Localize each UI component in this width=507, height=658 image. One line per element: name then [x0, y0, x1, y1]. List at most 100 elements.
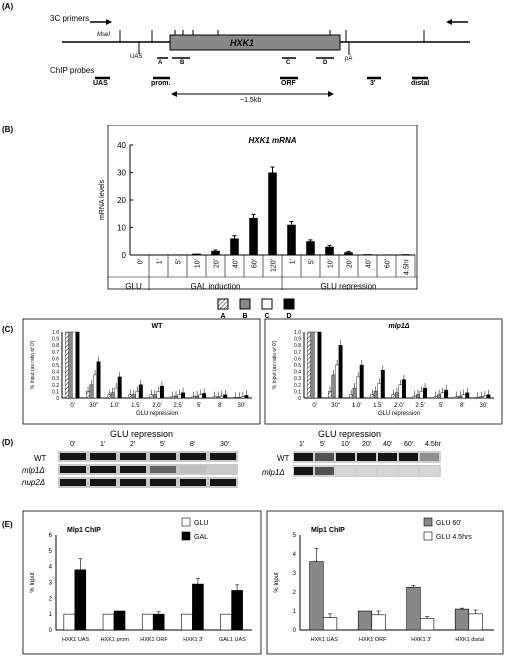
mrna-chart: HXK1 mRNA 0 10 20 30 40 mRNA levels 0' 1' 5' 10' 20…	[99, 125, 418, 290]
chart-e-xtick: HXK1 3'	[411, 637, 431, 643]
chart-c-bar	[359, 364, 364, 399]
gel-left-row	[58, 464, 238, 475]
chart-c-bar	[317, 331, 322, 399]
chart-e-xtick: HXK1 UAS	[311, 637, 339, 643]
chart-e-ylabel: % Input	[274, 572, 280, 593]
chart-b-group-glu: GLU	[125, 282, 142, 290]
chart-e-xtick: HXK1 ORF	[140, 637, 168, 643]
chart-b-group-gal: GAL induction	[191, 282, 241, 290]
gel-left-time: 0'	[70, 441, 76, 448]
chart-e-ytick: 0	[293, 628, 297, 634]
chart-e-bar	[141, 613, 154, 631]
chart-c-bar	[356, 376, 361, 399]
chart-e-ytick: 5	[293, 533, 297, 539]
chart-c-bar	[486, 394, 491, 399]
chart-c-bar	[117, 376, 122, 399]
chart-c-ytick: 0	[56, 396, 59, 402]
gel-right-band	[315, 453, 334, 461]
chart-c-bar	[96, 361, 101, 399]
chart-c-ytick: 0.7	[294, 350, 301, 356]
chart-e-bar	[419, 618, 435, 631]
chart-c-bar	[444, 389, 449, 399]
chart-c-xtick: 1.0'	[352, 403, 362, 409]
chart-c-xtick: 0'	[312, 403, 316, 409]
gel-left-band	[150, 453, 176, 460]
gel-right-time: 40'	[383, 441, 393, 448]
probe-3prime-label: 3'	[370, 80, 376, 87]
chart-b-xtick: 60'	[252, 259, 259, 268]
chart-e-bar	[406, 586, 421, 631]
chart-e-bar	[63, 613, 76, 631]
chart-c-bar	[191, 396, 196, 399]
chart-c-xtick: 2.0'	[152, 403, 162, 409]
gel-right-band	[378, 467, 397, 475]
chart-c-bar	[114, 387, 119, 399]
chart-b-xtick: 120'	[271, 259, 278, 272]
chart-c-bar	[475, 397, 480, 399]
chart-c-bar	[416, 394, 420, 399]
chart-e-ytick: 2	[293, 590, 297, 596]
chart-b-bar	[344, 252, 353, 255]
chart-b-xtick: 4.5hr	[404, 258, 411, 275]
chart-c-bar	[86, 391, 90, 399]
chart-c-ytick: 0.3	[52, 376, 59, 382]
gel-left-band	[210, 479, 236, 486]
gel-right-time: 20'	[362, 441, 372, 448]
primers-label: 3C primers	[50, 14, 90, 23]
msel-label: MseI	[97, 32, 111, 38]
gel-left-band	[210, 466, 236, 473]
probe-b-label: B	[180, 60, 185, 66]
chart-c-bar	[423, 387, 427, 399]
gel-left-band	[120, 479, 146, 486]
chart-c-bar	[461, 394, 466, 399]
chart-c-xtick: 8'	[218, 403, 222, 409]
panel-c-label: (C)	[2, 325, 14, 334]
chart-b-xtick: 20'	[214, 259, 221, 268]
chart-c-xtick: 30'	[238, 403, 246, 409]
chart-c-ytick: 0	[298, 396, 301, 402]
chart-c-bar	[195, 395, 200, 399]
probe-d-label: D	[323, 60, 328, 66]
chart-b-xtick: 5'	[176, 259, 183, 264]
gel-left-time: 5'	[160, 441, 166, 448]
chart-c-bar	[237, 397, 242, 399]
chart-c-xtick: 30'	[480, 403, 488, 409]
gel-right-image	[293, 451, 441, 479]
chart-e-ytick: 2	[49, 596, 53, 602]
chart-c-bar	[72, 331, 76, 399]
chart-b-xtick: 10'	[195, 259, 202, 268]
chart-e-xtick: HXK1 UAS	[62, 637, 90, 643]
chart-c-bar	[152, 394, 157, 399]
chart-c-bar	[89, 384, 94, 399]
chart-b-bar	[173, 254, 182, 255]
gel-left-row	[58, 477, 238, 488]
chart-c-bar	[170, 396, 175, 399]
gel-right-band	[399, 467, 418, 475]
chart-c-xtick: 5'	[197, 403, 201, 409]
chart-b-xtick: 5'	[309, 259, 316, 264]
chart-c-bar	[223, 394, 228, 399]
chart-e-legend-label: GLU 60'	[436, 520, 461, 527]
gel-left-time: 30'	[220, 441, 230, 448]
chart-c-bar	[328, 391, 332, 399]
chart-e-ytick: 3	[293, 571, 297, 577]
gel-right-band	[399, 453, 418, 461]
chart-e-legend-label: GLU 4.5hrs	[436, 534, 472, 541]
gel-left-times: 0' 1' 2' 5' 8' 30'	[60, 441, 240, 451]
chart-e-legend-label: GAL	[194, 534, 208, 541]
chart-c-xtick: 30"	[89, 403, 98, 409]
gel-right-band	[357, 467, 376, 475]
gel-left-row-mlp1: mlp1Δ	[22, 466, 45, 475]
probe-uas-label: UAS	[93, 80, 108, 87]
chart-c-ytick: 0.7	[52, 350, 59, 356]
chart-b-bar	[306, 241, 315, 255]
chart-c-title: mlp1Δ	[388, 323, 409, 330]
chart-c-bar	[335, 364, 340, 399]
chart-b-bar	[401, 254, 410, 255]
gel-right-band	[336, 453, 355, 461]
chart-c-bar	[373, 391, 378, 399]
chart-c-xtick: 2.5'	[173, 403, 183, 409]
gel-right-band	[315, 467, 334, 475]
panel-c-legend: A B C D	[217, 298, 295, 320]
chart-c-bar	[93, 374, 98, 399]
